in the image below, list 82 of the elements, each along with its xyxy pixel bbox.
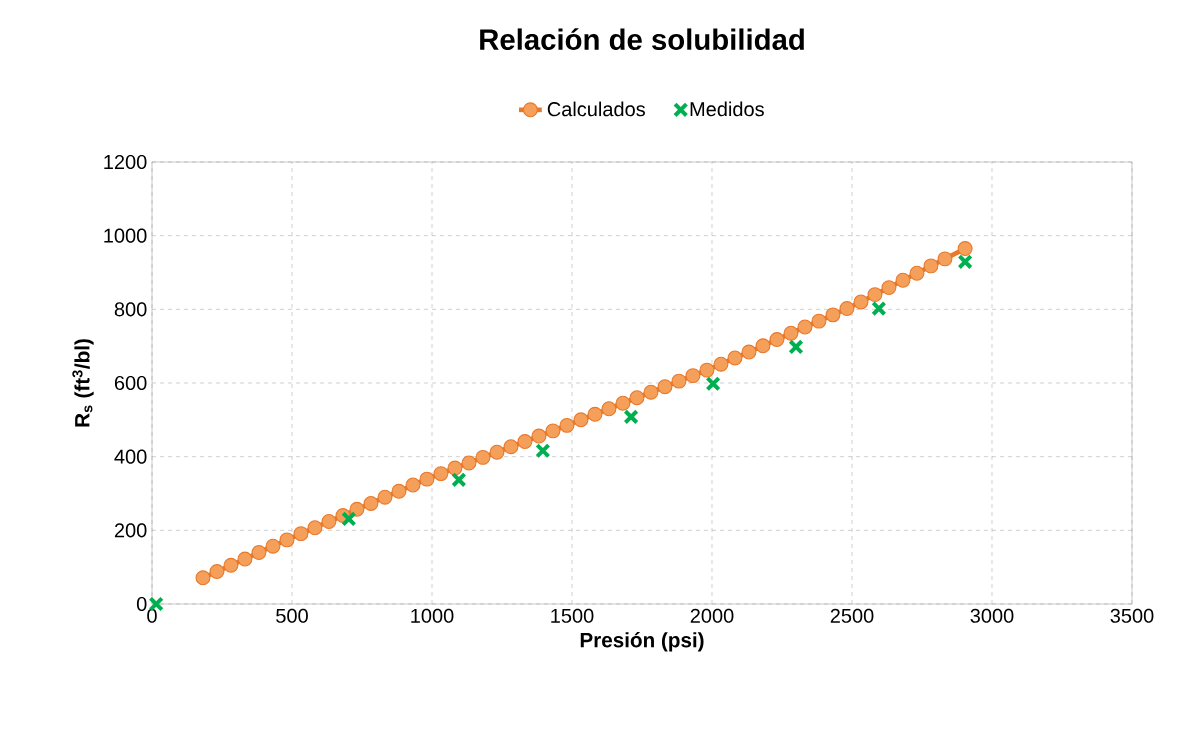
- point: [307, 520, 323, 536]
- point: [341, 511, 357, 527]
- point: [853, 294, 869, 310]
- x-tick-label: 2000: [690, 608, 734, 623]
- point: [797, 319, 813, 335]
- point: [615, 395, 631, 411]
- point: [321, 514, 337, 529]
- y-tick-label: 0: [136, 596, 147, 612]
- x-tick-label: 3000: [970, 608, 1014, 623]
- point: [517, 434, 533, 450]
- point: [447, 460, 463, 476]
- y-tick-label: 400: [114, 449, 147, 464]
- point: [195, 570, 211, 586]
- chart-title: Relación de solubilidad: [480, 28, 804, 50]
- point: [867, 287, 883, 303]
- point: [391, 483, 407, 499]
- point: [377, 489, 393, 505]
- point: [713, 356, 729, 372]
- point: [657, 379, 673, 395]
- point: [489, 444, 505, 460]
- point: [433, 466, 449, 482]
- point: [755, 338, 771, 354]
- point: [251, 544, 267, 560]
- point: [811, 313, 827, 329]
- point: [405, 477, 421, 493]
- point: [937, 251, 953, 267]
- point: [451, 472, 467, 488]
- point: [587, 406, 603, 422]
- point: [769, 332, 785, 347]
- point: [279, 532, 295, 548]
- point: [705, 376, 721, 392]
- point: [895, 272, 911, 288]
- point: [531, 428, 547, 444]
- point: [623, 409, 639, 425]
- point: [699, 362, 715, 378]
- point: [209, 564, 225, 580]
- point: [881, 280, 897, 296]
- point: [503, 439, 519, 455]
- point: [475, 449, 491, 465]
- y-tick-label: 1000: [104, 228, 147, 243]
- y-tick-label: 600: [114, 375, 147, 391]
- point: [783, 325, 799, 341]
- point: [363, 495, 379, 511]
- point: [419, 471, 435, 487]
- point: [223, 557, 239, 573]
- point: [909, 265, 925, 281]
- x-axis-title: Presión (psi): [580, 632, 704, 652]
- point: [671, 373, 687, 389]
- point: [923, 258, 939, 274]
- point: [825, 307, 841, 323]
- x-tick-label: 3500: [1110, 608, 1154, 623]
- point: [727, 350, 743, 366]
- point: [741, 344, 757, 360]
- point: [685, 368, 701, 384]
- point: [237, 551, 253, 567]
- point: [629, 390, 645, 406]
- point: [293, 526, 309, 542]
- point: [788, 339, 804, 355]
- x-tick-label: 500: [276, 608, 308, 623]
- point: [535, 443, 551, 459]
- point: [559, 417, 575, 433]
- legend-label: Medidos: [690, 101, 764, 117]
- y-axis-title: R$_{s}$ (ft$^{3}$/bl): [72, 339, 94, 427]
- y-tick-label: 800: [114, 302, 147, 317]
- point: [839, 301, 855, 317]
- x-tick-label: 0: [147, 608, 157, 623]
- point: [601, 401, 617, 417]
- point: [643, 384, 659, 400]
- y-tick-label: 200: [114, 523, 147, 538]
- x-tick-label: 2500: [830, 608, 874, 623]
- point: [871, 300, 887, 317]
- x-tick-label: 1500: [551, 608, 594, 623]
- point: [265, 538, 281, 554]
- point: [957, 241, 973, 257]
- point: [349, 501, 365, 517]
- y-tick-label: 1200: [104, 154, 147, 170]
- legend-label: Calculados: [547, 101, 645, 117]
- point: [545, 423, 561, 439]
- point: [957, 254, 973, 270]
- x-tick-label: 1000: [411, 608, 454, 623]
- point: [461, 455, 477, 471]
- point: [573, 412, 589, 428]
